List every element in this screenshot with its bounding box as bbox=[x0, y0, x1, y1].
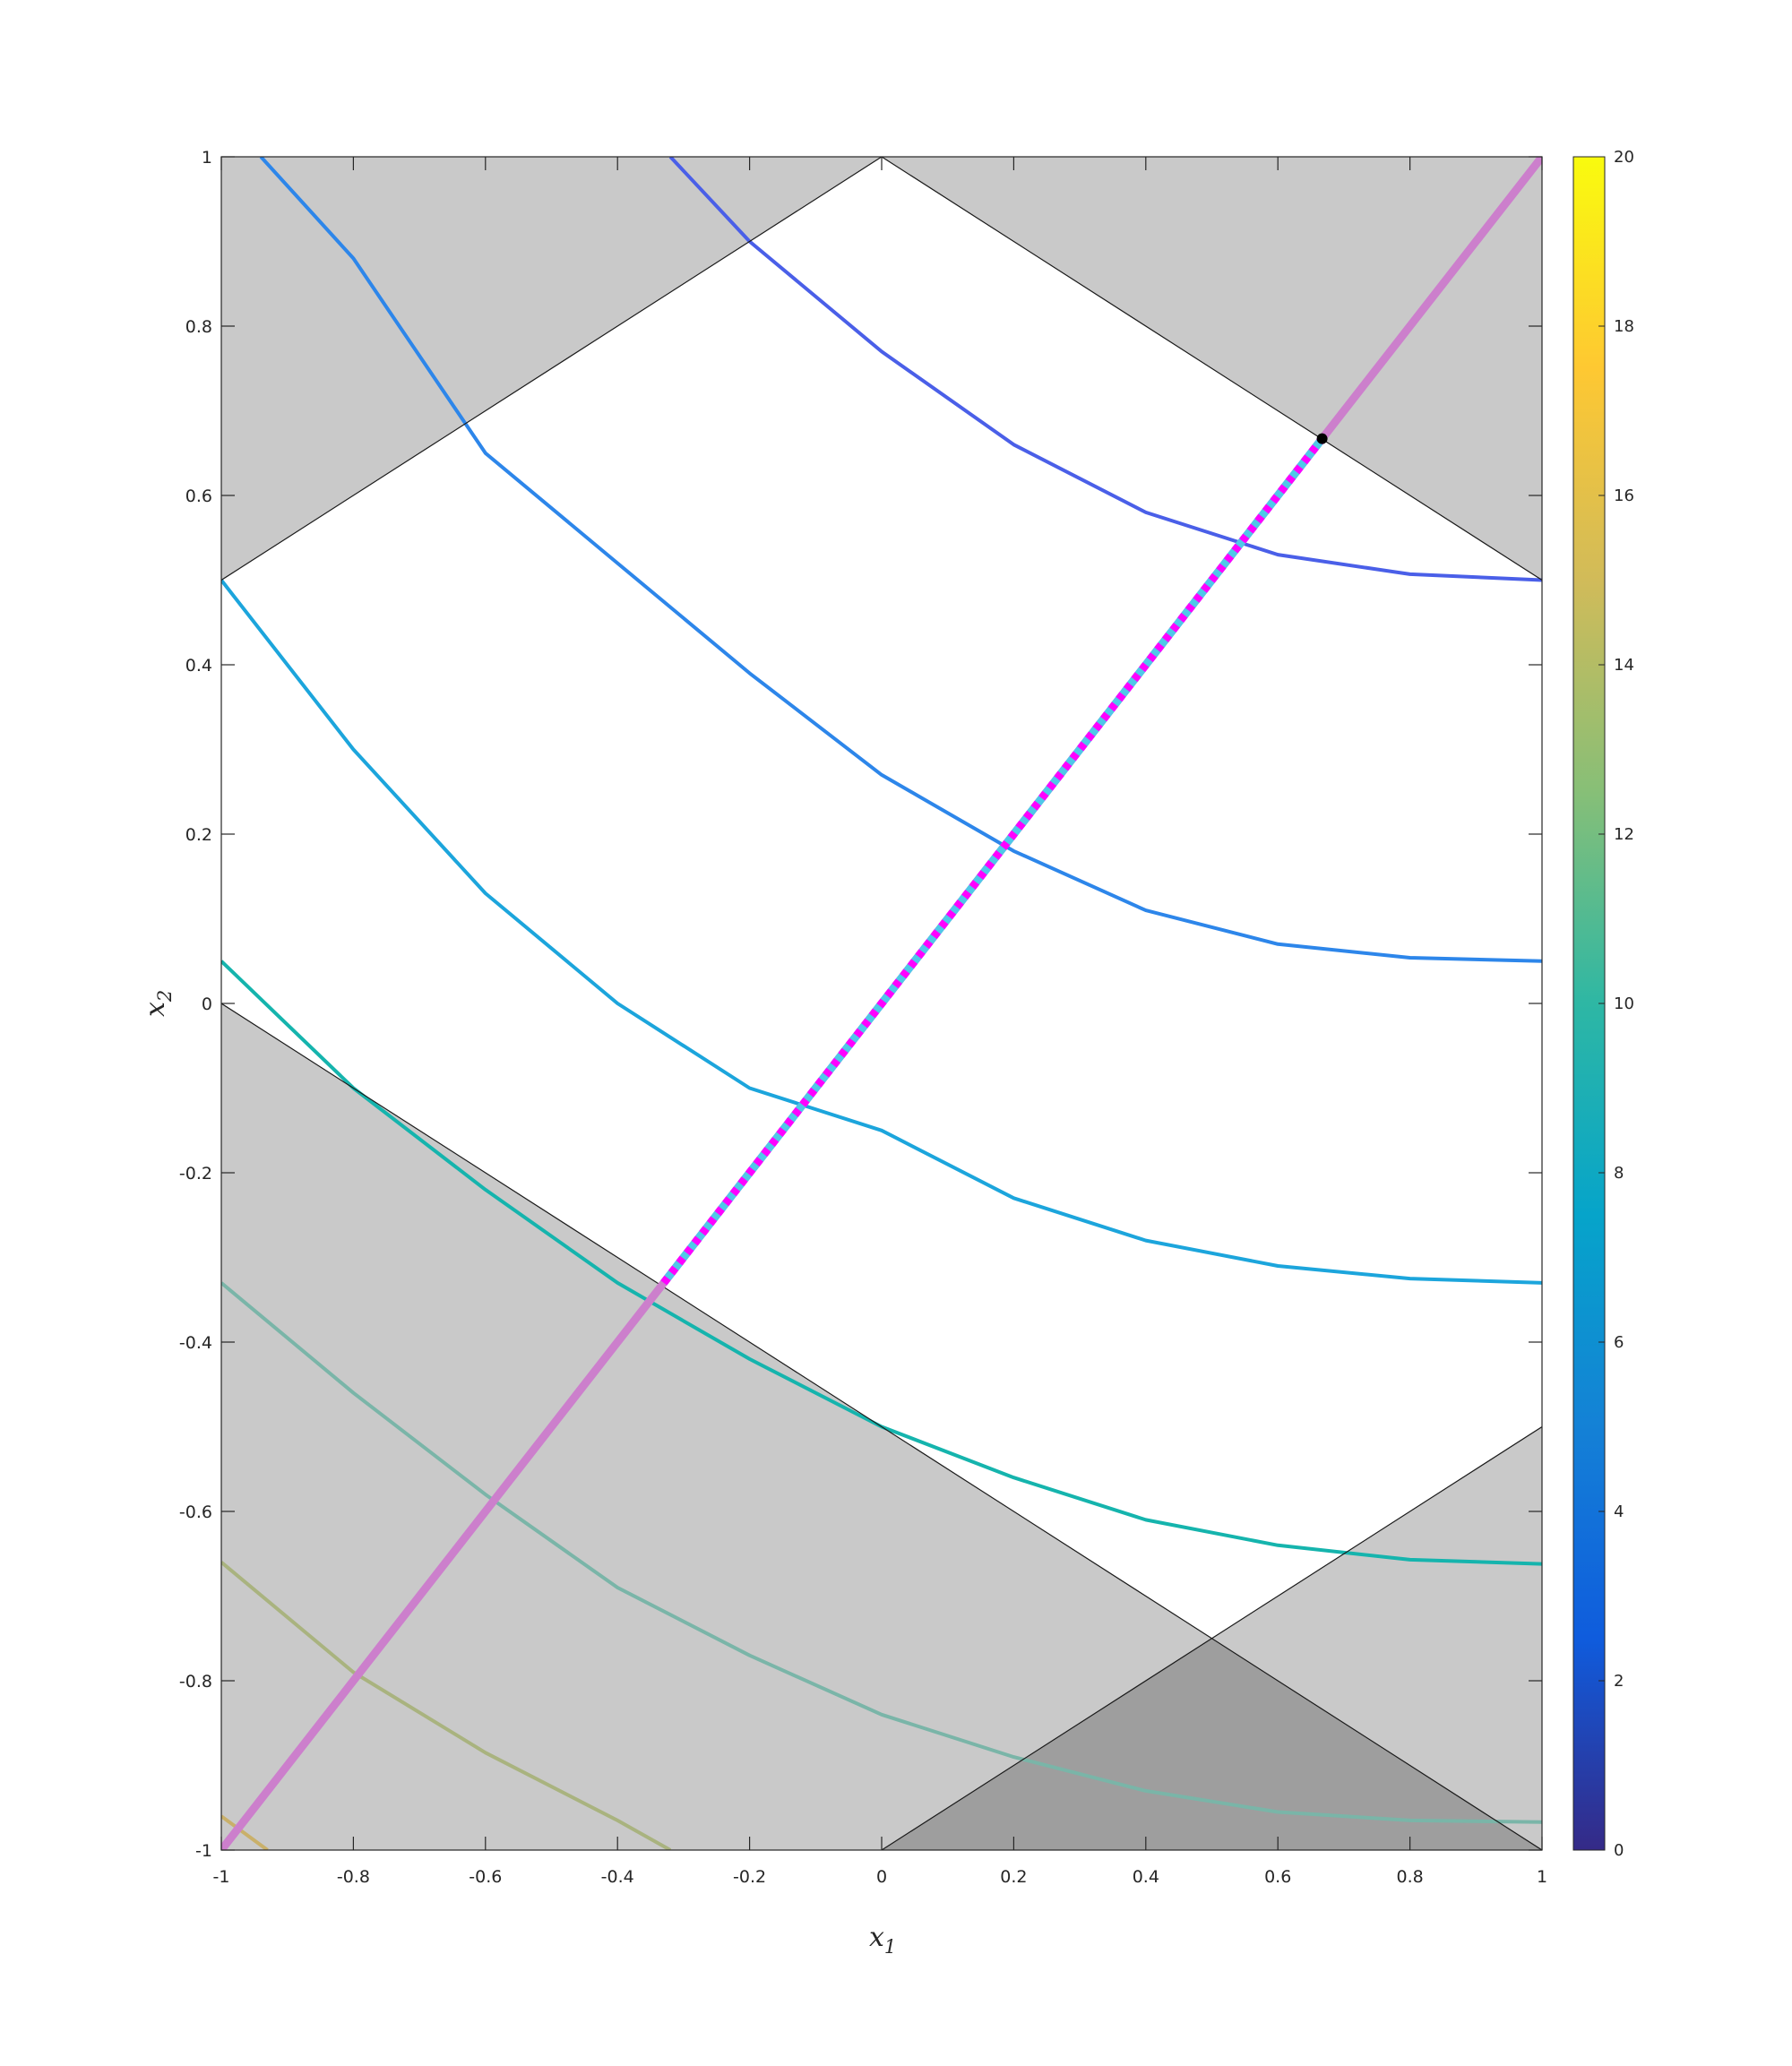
y-axis-label: x2 bbox=[140, 990, 176, 1017]
y-tick-label: 0.8 bbox=[185, 317, 212, 337]
x-tick-label: -1 bbox=[213, 1867, 230, 1887]
x-tick-label: -0.6 bbox=[469, 1867, 502, 1887]
colorbar-tick-label: 20 bbox=[1614, 148, 1634, 167]
constraint-boundary-4 bbox=[881, 1425, 1542, 1850]
path-lines bbox=[221, 157, 1542, 1850]
constraint-boundary-3 bbox=[221, 1003, 1542, 1850]
colorbar: 0 2 4 6 8 10 12 14 16 18 20 bbox=[1572, 148, 1634, 1860]
y-tick-label: 0.4 bbox=[185, 656, 212, 676]
contour-line-5 bbox=[221, 1281, 1542, 1824]
colorbar-tick-label: 18 bbox=[1614, 317, 1634, 336]
y-tick-label: -1 bbox=[195, 1841, 212, 1861]
optimum-point bbox=[1316, 433, 1328, 444]
x-tick-label: 0 bbox=[876, 1867, 887, 1887]
y-tick-label: -0.4 bbox=[179, 1333, 212, 1353]
contour-line-1 bbox=[668, 157, 1542, 582]
constraint-boundary-1 bbox=[221, 157, 883, 581]
x-axis-label-sub: 1 bbox=[884, 1936, 896, 1958]
y-tick-label: -0.6 bbox=[179, 1502, 212, 1522]
y-tick-label: -0.2 bbox=[179, 1164, 212, 1184]
axis-ticks bbox=[220, 156, 1543, 1851]
colorbar-tick-label: 12 bbox=[1614, 825, 1634, 844]
colorbar-tick-label: 16 bbox=[1614, 486, 1634, 505]
x-axis-label-main: x bbox=[869, 1922, 884, 1953]
colorbar-tick-label: 10 bbox=[1614, 994, 1634, 1013]
colorbar-tick-label: 6 bbox=[1614, 1333, 1624, 1352]
constraint-boundaries bbox=[221, 157, 1542, 1850]
y-tick-label: 0.2 bbox=[185, 825, 212, 845]
x-tick-labels: -1 -0.8 -0.6 -0.4 -0.2 0 0.2 0.4 0.6 0.8 1 bbox=[213, 1867, 1548, 1887]
y-axis-label-sub: 2 bbox=[154, 990, 176, 1003]
contour-line-3 bbox=[221, 579, 1542, 1285]
x-tick-label: 0.2 bbox=[1000, 1867, 1027, 1887]
y-axis-label-main: x bbox=[140, 1002, 171, 1017]
optimal-path-dashed bbox=[660, 435, 1326, 1286]
colorbar-tick-label: 2 bbox=[1614, 1672, 1624, 1691]
colorbar-tick-label: 0 bbox=[1614, 1841, 1624, 1860]
contour-line-6 bbox=[221, 1561, 672, 1850]
colorbar-tick-label: 14 bbox=[1614, 656, 1634, 675]
x-tick-label: 1 bbox=[1537, 1867, 1547, 1887]
x-tick-label: 0.6 bbox=[1264, 1867, 1291, 1887]
x-tick-label: 0.4 bbox=[1133, 1867, 1159, 1887]
contour-line-2 bbox=[259, 157, 1542, 963]
y-tick-labels: -1 -0.8 -0.6 -0.4 -0.2 0 0.2 0.4 0.6 0.8 1 bbox=[179, 148, 212, 1861]
contour-line-7 bbox=[221, 1814, 269, 1850]
colorbar-ticks: 0 2 4 6 8 10 12 14 16 18 20 bbox=[1598, 148, 1634, 1860]
x-tick-label: -0.4 bbox=[601, 1867, 634, 1887]
plot-area: -1 -0.8 -0.6 -0.4 -0.2 0 0.2 0.4 0.6 0.8 1 -1-0.8-… bbox=[179, 148, 1547, 1887]
contour-lines bbox=[221, 157, 1542, 1850]
y-tick-label: -0.8 bbox=[179, 1672, 212, 1692]
constraint-boundary-2 bbox=[881, 157, 1542, 581]
x-axis-label: x1 bbox=[869, 1922, 896, 1958]
y-tick-label: 1 bbox=[202, 148, 212, 168]
y-tick-label: 0.6 bbox=[185, 486, 212, 506]
y-tick-label: 0 bbox=[202, 994, 212, 1014]
colorbar-tick-label: 4 bbox=[1614, 1502, 1624, 1521]
colorbar-tick-label: 8 bbox=[1614, 1164, 1624, 1183]
x-tick-label: -0.2 bbox=[733, 1867, 766, 1887]
x-tick-label: -0.8 bbox=[337, 1867, 370, 1887]
x-tick-label: 0.8 bbox=[1396, 1867, 1423, 1887]
